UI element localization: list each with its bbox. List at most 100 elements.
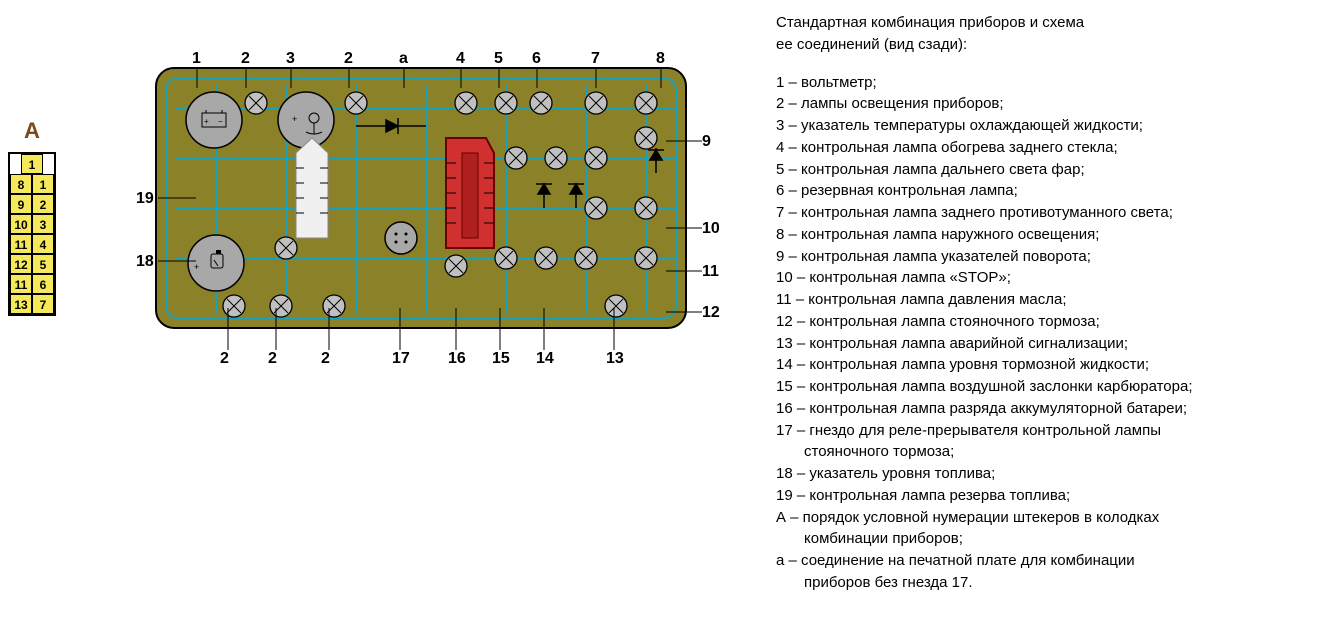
callout-label: 10 — [702, 220, 720, 238]
connector-cell: 11 — [10, 274, 32, 294]
connector-cell: 8 — [10, 174, 32, 194]
callout-label: a — [399, 50, 408, 68]
legend-item: 7 – контрольная лампа заднего противотум… — [776, 202, 1318, 224]
socket-17 — [385, 222, 417, 254]
legend-item: a – соединение на печатной плате для ком… — [776, 550, 1318, 572]
connector-cell: 13 — [10, 294, 32, 314]
connector-cell: 2 — [32, 194, 54, 214]
lamp-icon — [530, 92, 552, 114]
white-block — [296, 138, 328, 238]
legend-item: 8 – контрольная лампа наружного освещени… — [776, 224, 1318, 246]
legend-item: 17 – гнездо для реле-прерывателя контрол… — [776, 420, 1318, 442]
callout-label: 7 — [591, 50, 600, 68]
legend-item: 4 – контрольная лампа обогрева заднего с… — [776, 137, 1318, 159]
lamp-icon — [445, 255, 467, 277]
svg-text:+: + — [204, 117, 209, 126]
lamp-icon — [635, 92, 657, 114]
red-block — [446, 138, 494, 248]
legend-item: 13 – контрольная лампа аварийной сигнали… — [776, 333, 1318, 355]
legend-item: 11 – контрольная лампа давления масла; — [776, 289, 1318, 311]
legend-item: 10 – контрольная лампа «STOP»; — [776, 267, 1318, 289]
lamp-icon — [455, 92, 477, 114]
legend-item: 3 – указатель температуры охлаждающей жи… — [776, 115, 1318, 137]
lamp-icon — [495, 92, 517, 114]
callout-label: 19 — [136, 190, 154, 208]
connector-label: A — [24, 118, 40, 144]
lamp-icon — [635, 197, 657, 219]
callout-label: 3 — [286, 50, 295, 68]
lamp-icon — [585, 92, 607, 114]
callout-label: 2 — [241, 50, 250, 68]
connector-table: 1 8192103114125116137 — [8, 152, 56, 316]
legend-item: 18 – указатель уровня топлива; — [776, 463, 1318, 485]
callout-label: 14 — [536, 350, 554, 368]
lamp-icon — [585, 147, 607, 169]
legend-item: 12 – контрольная лампа стояночного тормо… — [776, 311, 1318, 333]
callout-label: 12 — [702, 304, 720, 322]
legend-item: А – порядок условной нумерации штекеров … — [776, 507, 1318, 529]
callout-label: 6 — [532, 50, 541, 68]
callout-label: 18 — [136, 253, 154, 271]
lamp-icon — [245, 92, 267, 114]
legend-item: приборов без гнезда 17. — [776, 572, 1318, 594]
callout-label: 17 — [392, 350, 410, 368]
connector-cell: 9 — [10, 194, 32, 214]
callout-label: 2 — [220, 350, 229, 368]
diagram: +− + + — [86, 8, 746, 378]
connector-cell: 3 — [32, 214, 54, 234]
legend-item: 5 – контрольная лампа дальнего света фар… — [776, 159, 1318, 181]
lamp-icon — [505, 147, 527, 169]
callout-label: 13 — [606, 350, 624, 368]
callout-label: 8 — [656, 50, 665, 68]
callout-label: 15 — [492, 350, 510, 368]
lamp-icon — [635, 127, 657, 149]
legend-item: 16 – контрольная лампа разряда аккумулят… — [776, 398, 1318, 420]
legend: Стандартная комбинация приборов и схема … — [776, 8, 1318, 594]
legend-item: комбинации приборов; — [776, 528, 1318, 550]
legend-item: 1 – вольтметр; — [776, 72, 1318, 94]
lamp-icon — [605, 295, 627, 317]
connector-cell: 5 — [32, 254, 54, 274]
connector-cell: 6 — [32, 274, 54, 294]
legend-item: стояночного тормоза; — [776, 441, 1318, 463]
connector-cell: 1 — [21, 154, 43, 174]
legend-item: 19 – контрольная лампа резерва топлива; — [776, 485, 1318, 507]
svg-text:−: − — [218, 117, 223, 126]
connector-cell: 11 — [10, 234, 32, 254]
legend-item: 2 – лампы освещения приборов; — [776, 93, 1318, 115]
lamp-icon — [495, 247, 517, 269]
callout-label: 11 — [702, 263, 719, 281]
gauge-3: + — [278, 92, 334, 148]
connector-cell: 10 — [10, 214, 32, 234]
lamp-icon — [345, 92, 367, 114]
gauge-18: + — [188, 235, 244, 291]
callout-label: 5 — [494, 50, 503, 68]
callout-label: 16 — [448, 350, 466, 368]
connector-cell: 12 — [10, 254, 32, 274]
legend-item: 6 – резервная контрольная лампа; — [776, 180, 1318, 202]
lamp-icon — [275, 237, 297, 259]
callout-label: 2 — [344, 50, 353, 68]
connector-block: A 1 8192103114125116137 — [8, 8, 56, 316]
connector-cell: 7 — [32, 294, 54, 314]
svg-text:+: + — [292, 114, 297, 124]
callout-label: 4 — [456, 50, 465, 68]
lamp-icon — [585, 197, 607, 219]
svg-text:+: + — [194, 262, 199, 272]
lamp-icon — [535, 247, 557, 269]
lamp-icon — [635, 247, 657, 269]
callout-label: 2 — [321, 350, 330, 368]
callout-label: 2 — [268, 350, 277, 368]
lamp-icon — [545, 147, 567, 169]
legend-item: 14 – контрольная лампа уровня тормозной … — [776, 354, 1318, 376]
connector-cell: 1 — [32, 174, 54, 194]
legend-item: 15 – контрольная лампа воздушной заслонк… — [776, 376, 1318, 398]
gauge-1: +− — [186, 92, 242, 148]
callout-label: 1 — [192, 50, 201, 68]
connector-cell: 4 — [32, 234, 54, 254]
legend-title: Стандартная комбинация приборов и схема … — [776, 12, 1318, 56]
lamp-icon — [575, 247, 597, 269]
legend-item: 9 – контрольная лампа указателей поворот… — [776, 246, 1318, 268]
callout-label: 9 — [702, 133, 711, 151]
lamp-icon — [270, 295, 292, 317]
